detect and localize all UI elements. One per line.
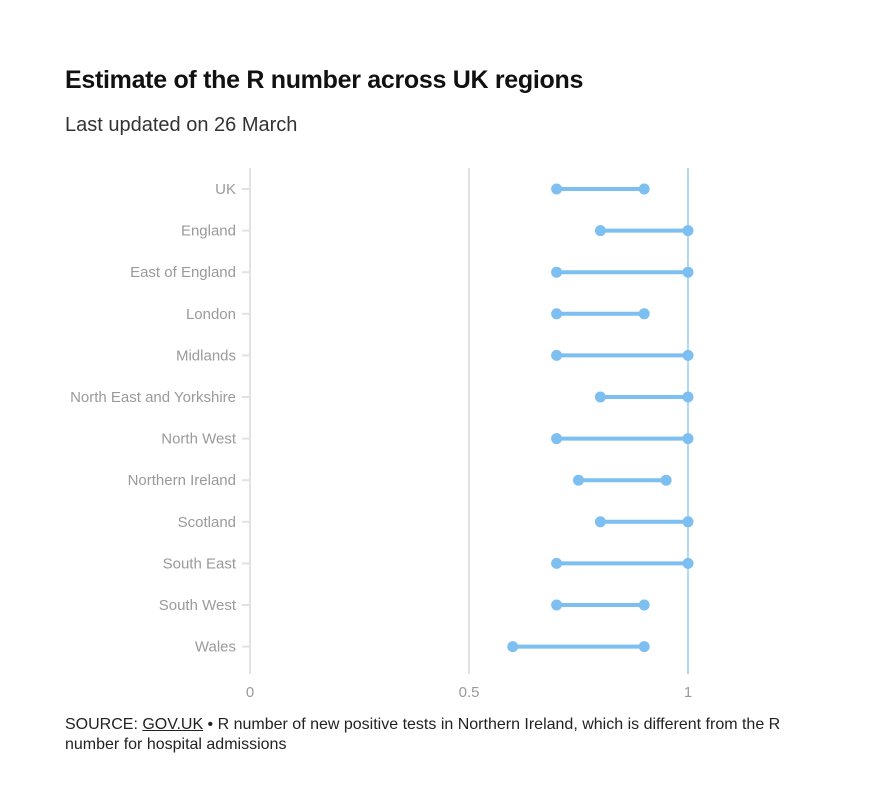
grid-layer — [249, 168, 689, 674]
chart-subtitle: Last updated on 26 March — [65, 114, 298, 136]
x-tick-label-0: 0 — [246, 684, 254, 700]
category-label-11: Wales — [195, 639, 236, 656]
range-high-dot-7 — [660, 474, 672, 486]
range-high-dot-4 — [682, 349, 694, 361]
range-high-dot-11 — [638, 641, 650, 653]
x-tick-label-2: 1 — [684, 684, 692, 700]
range-high-dot-10 — [638, 599, 650, 611]
category-label-2: East of England — [130, 264, 236, 281]
range-low-dot-11 — [507, 641, 519, 653]
category-label-5: North East and Yorkshire — [70, 389, 236, 406]
category-label-7: Northern Ireland — [128, 472, 236, 489]
range-low-dot-0 — [551, 183, 563, 195]
category-labels: UK England East of England London Midlands No… — [70, 181, 250, 656]
range-marks — [507, 183, 694, 653]
chart-title: Estimate of the R number across UK regio… — [65, 66, 584, 94]
range-high-dot-0 — [638, 183, 650, 195]
range-low-dot-7 — [573, 474, 584, 486]
range-high-dot-6 — [682, 433, 694, 445]
range-low-dot-10 — [551, 599, 563, 611]
range-low-dot-6 — [551, 433, 563, 445]
range-high-dot-2 — [682, 266, 694, 278]
range-low-dot-3 — [551, 308, 563, 320]
range-low-dot-5 — [594, 391, 606, 403]
range-high-dot-9 — [682, 557, 694, 569]
range-low-dot-8 — [594, 516, 606, 528]
category-label-0: UK — [215, 181, 236, 198]
range-low-dot-4 — [551, 349, 563, 361]
category-label-10: South West — [159, 597, 237, 614]
range-low-dot-9 — [551, 557, 563, 569]
range-low-dot-2 — [551, 266, 563, 278]
source-link[interactable]: GOV.UK — [142, 716, 204, 733]
category-label-8: Scotland — [178, 514, 236, 531]
range-high-dot-5 — [682, 391, 694, 403]
chart-footer: SOURCE: GOV.UK • R number of new positiv… — [65, 715, 835, 755]
x-tick-label-1: 0.5 — [459, 684, 480, 700]
category-label-6: North West — [161, 431, 237, 448]
footer-note: • R number of new positive tests in Nort… — [65, 716, 781, 753]
range-high-dot-3 — [638, 308, 650, 320]
range-chart: UK England East of England London Midlands No… — [70, 168, 694, 700]
category-label-9: South East — [163, 555, 237, 572]
category-label-4: Midlands — [176, 347, 236, 364]
category-label-3: London — [186, 306, 236, 323]
range-high-dot-8 — [682, 516, 694, 528]
x-axis-ticks: 0 0.5 1 — [246, 684, 692, 700]
range-high-dot-1 — [682, 225, 694, 237]
category-label-1: England — [181, 223, 236, 240]
source-prefix: SOURCE: — [65, 716, 143, 733]
range-low-dot-1 — [594, 225, 606, 237]
